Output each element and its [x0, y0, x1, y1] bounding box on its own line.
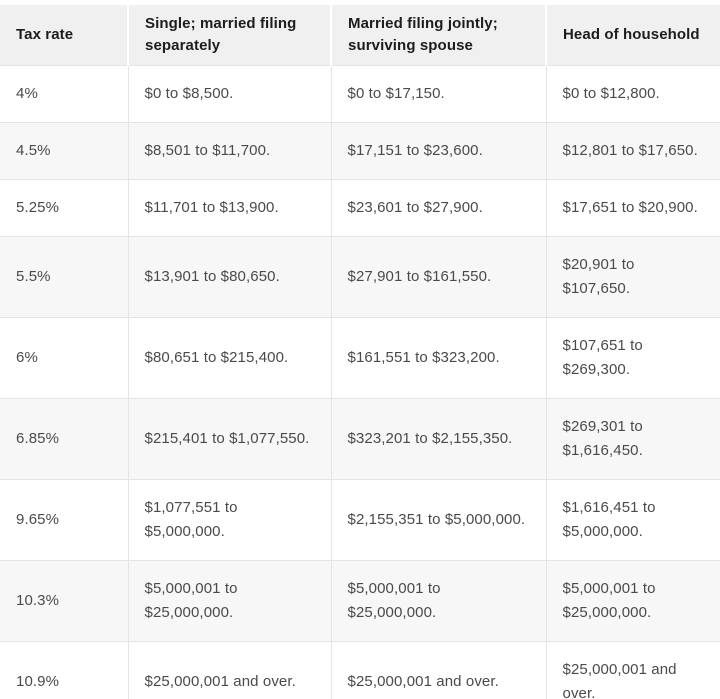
tax-rate-cell: 5.5%	[0, 236, 129, 318]
bracket-cell-single: $0 to $8,500.	[127, 65, 332, 123]
header-cell-tax-rate: Tax rate	[0, 4, 129, 66]
tax-rate-cell: 10.9%	[0, 641, 129, 699]
tax-rate-cell: 6%	[0, 317, 129, 399]
bracket-cell-joint: $17,151 to $23,600.	[330, 122, 547, 180]
header-cell-married-jointly: Married filing jointly; surviving spouse	[330, 4, 547, 66]
table-header-row: Tax rate Single; married filing separate…	[0, 4, 720, 66]
bracket-cell-hoh: $20,901 to $107,650.	[545, 236, 720, 318]
table-row: 5.5% $13,901 to $80,650. $27,901 to $161…	[0, 236, 720, 318]
bracket-cell-hoh: $5,000,001 to $25,000,000.	[545, 560, 720, 642]
table-row: 4.5% $8,501 to $11,700. $17,151 to $23,6…	[0, 122, 720, 180]
bracket-cell-single: $80,651 to $215,400.	[127, 317, 332, 399]
tax-brackets-table: Tax rate Single; married filing separate…	[0, 4, 720, 699]
bracket-cell-single: $1,077,551 to $5,000,000.	[127, 479, 332, 561]
bracket-cell-joint: $23,601 to $27,900.	[330, 179, 547, 237]
table-row: 5.25% $11,701 to $13,900. $23,601 to $27…	[0, 179, 720, 237]
bracket-cell-joint: $27,901 to $161,550.	[330, 236, 547, 318]
bracket-cell-joint: $5,000,001 to $25,000,000.	[330, 560, 547, 642]
tax-rate-cell: 6.85%	[0, 398, 129, 480]
table-row: 6.85% $215,401 to $1,077,550. $323,201 t…	[0, 398, 720, 480]
bracket-cell-single: $25,000,001 and over.	[127, 641, 332, 699]
tax-rate-cell: 5.25%	[0, 179, 129, 237]
bracket-cell-hoh: $12,801 to $17,650.	[545, 122, 720, 180]
table-row: 9.65% $1,077,551 to $5,000,000. $2,155,3…	[0, 479, 720, 561]
bracket-cell-hoh: $17,651 to $20,900.	[545, 179, 720, 237]
bracket-cell-hoh: $1,616,451 to $5,000,000.	[545, 479, 720, 561]
bracket-cell-single: $8,501 to $11,700.	[127, 122, 332, 180]
bracket-cell-joint: $161,551 to $323,200.	[330, 317, 547, 399]
bracket-cell-hoh: $269,301 to $1,616,450.	[545, 398, 720, 480]
bracket-cell-hoh: $0 to $12,800.	[545, 65, 720, 123]
tax-rate-cell: 10.3%	[0, 560, 129, 642]
bracket-cell-joint: $25,000,001 and over.	[330, 641, 547, 699]
bracket-cell-single: $11,701 to $13,900.	[127, 179, 332, 237]
bracket-cell-single: $215,401 to $1,077,550.	[127, 398, 332, 480]
table-row: 10.9% $25,000,001 and over. $25,000,001 …	[0, 641, 720, 699]
bracket-cell-single: $13,901 to $80,650.	[127, 236, 332, 318]
bracket-cell-hoh: $107,651 to $269,300.	[545, 317, 720, 399]
table-row: 6% $80,651 to $215,400. $161,551 to $323…	[0, 317, 720, 399]
tax-rate-cell: 4.5%	[0, 122, 129, 180]
bracket-cell-joint: $2,155,351 to $5,000,000.	[330, 479, 547, 561]
table-row: 4% $0 to $8,500. $0 to $17,150. $0 to $1…	[0, 65, 720, 123]
bracket-cell-single: $5,000,001 to $25,000,000.	[127, 560, 332, 642]
header-cell-single: Single; married filing separately	[127, 4, 332, 66]
bracket-cell-joint: $323,201 to $2,155,350.	[330, 398, 547, 480]
table-row: 10.3% $5,000,001 to $25,000,000. $5,000,…	[0, 560, 720, 642]
header-cell-head-of-household: Head of household	[545, 4, 720, 66]
bracket-cell-hoh: $25,000,001 and over.	[545, 641, 720, 699]
tax-rate-cell: 4%	[0, 65, 129, 123]
tax-rate-cell: 9.65%	[0, 479, 129, 561]
bracket-cell-joint: $0 to $17,150.	[330, 65, 547, 123]
